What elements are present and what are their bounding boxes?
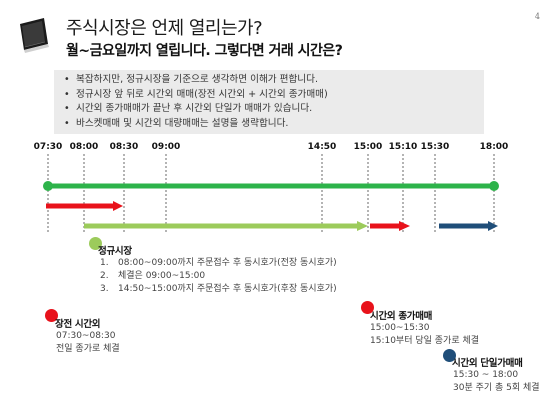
regular-marker-icon — [89, 237, 102, 250]
summary-bullet: 시간외 종가매매가 끝난 후 시간외 단일가 매매가 있습니다. — [64, 102, 474, 117]
after-single-note: 30분 주기 총 5회 체결 — [453, 383, 540, 393]
after-single-title: 시간외 단일가매매 — [452, 358, 523, 369]
after-close-time: 15:00~15:30 — [370, 323, 430, 333]
page-number: 4 — [534, 12, 540, 21]
summary-bullet: 복잡하지만, 정규시장을 기준으로 생각하면 이해가 편합니다. — [64, 73, 474, 88]
item-number: 2. — [100, 271, 109, 281]
tick-label: 15:00 — [353, 142, 383, 152]
item-text: 14:50~15:00까지 주문접수 후 동시호가(후장 동시호가) — [118, 284, 337, 294]
tick-label: 08:00 — [69, 142, 99, 152]
book-icon — [20, 18, 49, 53]
pre-market-marker-icon — [45, 309, 58, 322]
item-text: 08:00~09:00까지 주문접수 후 동시호가(전장 동시호가) — [118, 258, 337, 268]
after-single-arrow — [439, 221, 498, 231]
pre-market-note: 전일 종가로 체결 — [56, 344, 120, 354]
regular-item: 1. 08:00~09:00까지 주문접수 후 동시호가(전장 동시호가) — [100, 257, 337, 270]
regular-title: 정규시장 — [98, 246, 132, 257]
after-close-arrow — [370, 221, 410, 231]
pre-market-arrow — [46, 201, 123, 211]
pre-market-title: 장전 시간외 — [55, 319, 101, 330]
tick-label: 18:00 — [479, 142, 509, 152]
tick-label: 09:00 — [151, 142, 181, 152]
after-close-title: 시간외 종가매매 — [370, 311, 433, 322]
after-close-marker-icon — [361, 301, 374, 314]
summary-box: 복잡하지만, 정규시장을 기준으로 생각하면 이해가 편합니다. 정규시장 앞 … — [54, 70, 484, 134]
item-number: 1. — [100, 258, 109, 268]
full-day-bar — [43, 181, 499, 191]
summary-bullet: 정규시장 앞 뒤로 시간외 매매(장전 시간외 + 시간외 종가매매) — [64, 88, 474, 103]
after-close-note: 15:10부터 당일 종가로 체결 — [370, 336, 480, 346]
after-single-marker-icon — [443, 349, 456, 362]
item-text: 체결은 09:00~15:00 — [118, 271, 206, 281]
tick-label: 15:30 — [420, 142, 450, 152]
pre-market-time: 07:30~08:30 — [56, 331, 116, 341]
regular-item: 2. 체결은 09:00~15:00 — [100, 270, 205, 283]
page-title: 주식시장은 언제 열리는가? — [66, 18, 263, 39]
regular-item: 3. 14:50~15:00까지 주문접수 후 동시호가(후장 동시호가) — [100, 283, 337, 296]
summary-bullet: 바스켓매매 및 시간외 대량매매는 설명을 생략합니다. — [64, 117, 474, 132]
regular-session-arrow — [84, 221, 368, 231]
tick-label: 15:10 — [388, 142, 418, 152]
page-subtitle: 월~금요일까지 열립니다. 그렇다면 거래 시간은? — [66, 43, 343, 59]
tick-guides — [47, 154, 495, 232]
item-number: 3. — [100, 284, 109, 294]
tick-label: 08:30 — [109, 142, 139, 152]
tick-label: 14:50 — [307, 142, 337, 152]
tick-label: 07:30 — [33, 142, 63, 152]
after-single-time: 15:30 ~ 18:00 — [453, 370, 519, 380]
